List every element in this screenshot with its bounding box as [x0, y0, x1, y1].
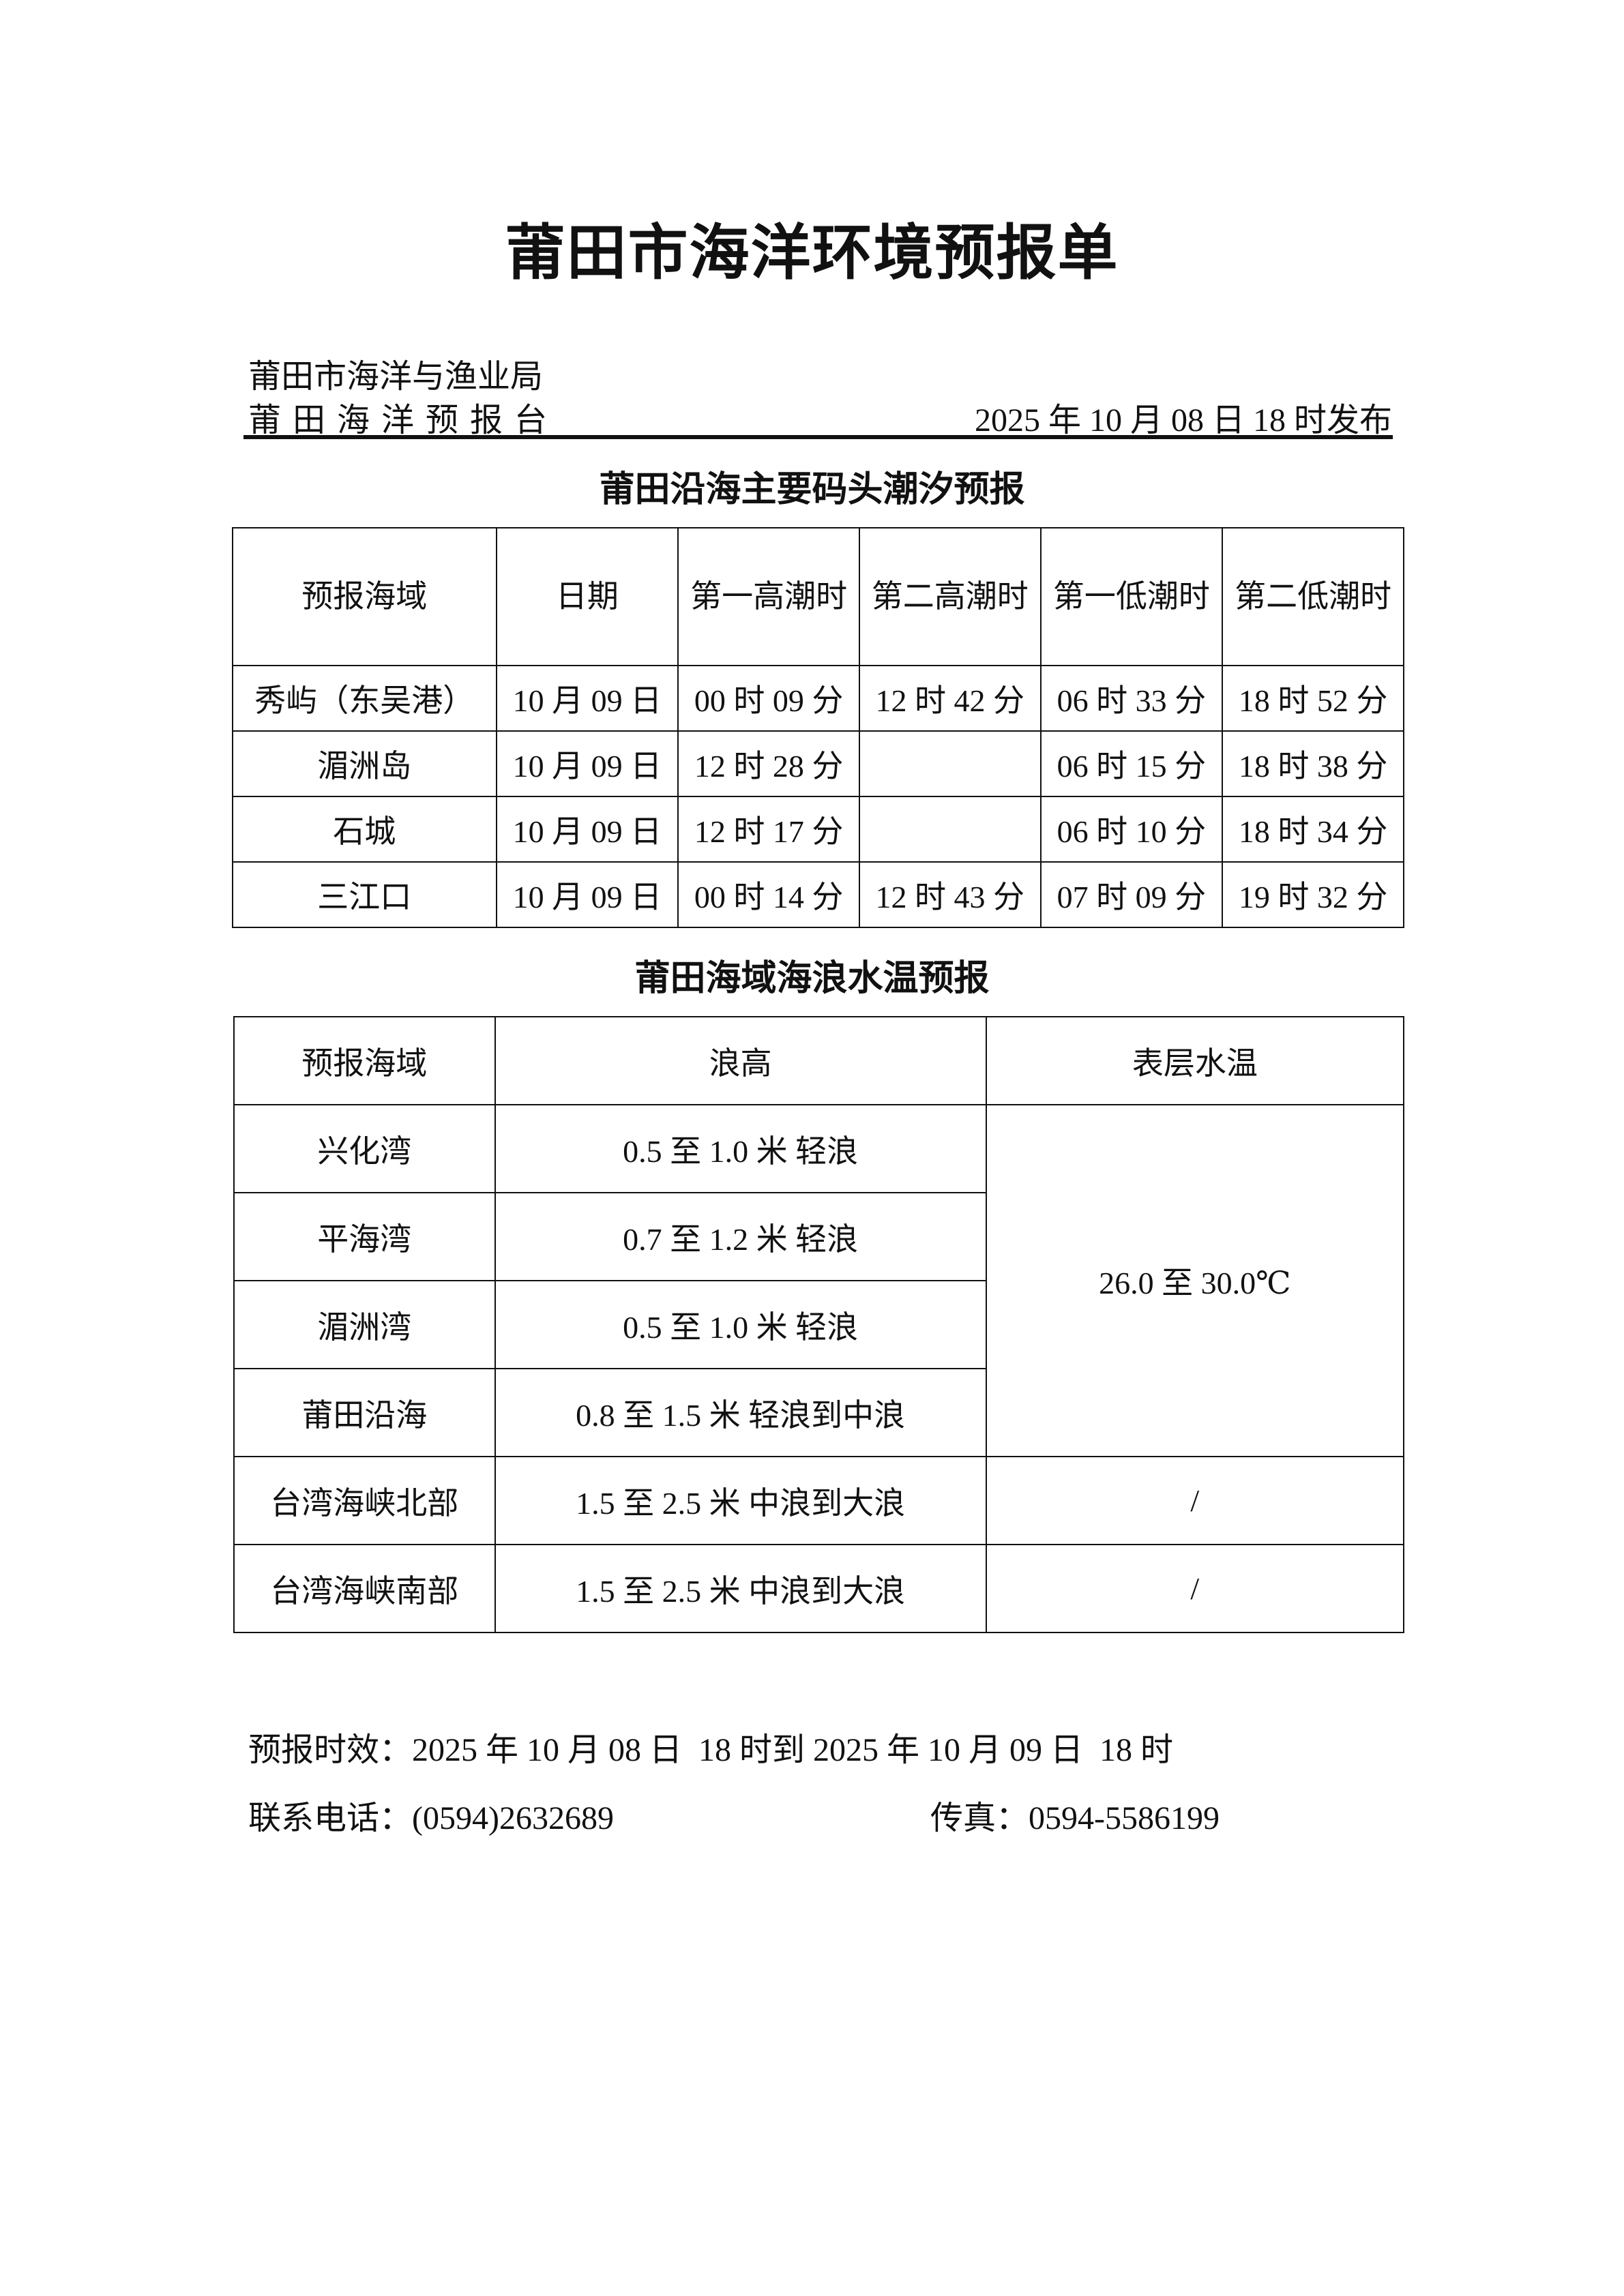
wave-table: 预报海域 浪高 表层水温 兴化湾 0.5 至 1.0 米 轻浪 26.0 至 3…	[233, 1016, 1405, 1633]
station-name: 莆田海洋预报台	[248, 402, 559, 438]
table-row: 平海湾 0.7 至 1.2 米 轻浪	[233, 1192, 1404, 1281]
forecast-validity: 预报时效：2025 年 10 月 08 日 18 时到 2025 年 10 月 …	[248, 1732, 1174, 1768]
column-header: 第一高潮时	[677, 527, 860, 666]
column-header: 预报海域	[233, 1016, 496, 1105]
table-cell: 兴化湾	[233, 1104, 496, 1193]
column-header: 第二低潮时	[1222, 527, 1404, 666]
table-cell: 00 时 14 分	[677, 861, 860, 928]
column-header: 第一低潮时	[1039, 527, 1224, 666]
table-cell: 1.5 至 2.5 米 中浪到大浪	[494, 1544, 987, 1633]
table-row: 湄洲湾 0.5 至 1.0 米 轻浪	[233, 1280, 1404, 1369]
table-cell: 10 月 09 日	[495, 796, 679, 863]
table-cell: 秀屿（东吴港）	[232, 665, 497, 732]
table-cell: 莆田沿海	[233, 1368, 496, 1457]
table-cell: 0.5 至 1.0 米 轻浪	[494, 1280, 987, 1369]
table-cell: /	[985, 1544, 1405, 1633]
table-cell: 12 时 43 分	[858, 861, 1042, 928]
table-cell: 06 时 10 分	[1039, 796, 1224, 863]
tide-title: 莆田沿海主要码头潮汐预报	[599, 471, 1025, 509]
table-cell: 19 时 32 分	[1222, 861, 1404, 928]
table-cell: 06 时 33 分	[1039, 665, 1224, 732]
table-cell: 平海湾	[233, 1192, 496, 1281]
table-cell: 台湾海峡南部	[233, 1544, 496, 1633]
table-cell: 石城	[232, 796, 497, 863]
table-row: 台湾海峡北部 1.5 至 2.5 米 中浪到大浪 /	[233, 1456, 1405, 1545]
table-cell: 湄洲岛	[232, 730, 497, 797]
table-row: 莆田沿海 0.8 至 1.5 米 轻浪到中浪	[233, 1368, 1404, 1457]
table-cell: 00 时 09 分	[677, 665, 860, 732]
table-cell: 18 时 38 分	[1222, 730, 1404, 797]
table-cell: 10 月 09 日	[495, 730, 679, 797]
table-cell: 三江口	[232, 861, 497, 928]
table-row: 兴化湾 0.5 至 1.0 米 轻浪 26.0 至 30.0℃	[233, 1104, 1405, 1457]
table-cell: 12 时 28 分	[677, 730, 860, 797]
table-cell: /	[985, 1456, 1405, 1545]
column-header: 第二高潮时	[858, 527, 1042, 666]
table-cell: 0.8 至 1.5 米 轻浪到中浪	[494, 1368, 987, 1457]
contact-phone: 联系电话：(0594)2632689	[248, 1800, 614, 1836]
table-row: 台湾海峡南部 1.5 至 2.5 米 中浪到大浪 /	[233, 1544, 1405, 1633]
table-cell: 10 月 09 日	[495, 665, 679, 732]
column-header: 预报海域	[232, 527, 497, 666]
header-rule	[243, 435, 1393, 439]
table-header-row: 预报海域 日期 第一高潮时 第二高潮时 第一低潮时 第二低潮时	[232, 527, 1404, 666]
water-temp-cell: 26.0 至 30.0℃	[985, 1104, 1405, 1457]
table-row: 秀屿（东吴港） 10 月 09 日 00 时 09 分 12 时 42 分 06 时 3…	[232, 665, 1404, 732]
table-cell: 1.5 至 2.5 米 中浪到大浪	[494, 1456, 987, 1545]
table-header-row: 预报海域 浪高 表层水温	[233, 1016, 1405, 1105]
column-header: 浪高	[494, 1016, 987, 1105]
page-title: 莆田市海洋环境预报单	[505, 221, 1119, 287]
org-name: 莆田市海洋与渔业局	[248, 359, 544, 395]
table-cell: 07 时 09 分	[1039, 861, 1224, 928]
table-cell	[858, 730, 1042, 797]
column-header: 日期	[495, 527, 679, 666]
table-row: 湄洲岛 10 月 09 日 12 时 28 分 06 时 15 分 18 时 38 分	[232, 730, 1404, 797]
table-cell: 0.5 至 1.0 米 轻浪	[494, 1104, 987, 1193]
issue-time: 2025 年 10 月 08 日 18 时发布	[974, 402, 1392, 438]
table-cell: 12 时 42 分	[858, 665, 1042, 732]
table-row: 石城 10 月 09 日 12 时 17 分 06 时 10 分 18 时 34 分	[232, 796, 1404, 863]
table-cell	[858, 796, 1042, 863]
table-cell: 18 时 52 分	[1222, 665, 1404, 732]
tide-table: 预报海域 日期 第一高潮时 第二高潮时 第一低潮时 第二低潮时 秀屿（东吴港） 1…	[232, 527, 1404, 928]
table-cell: 12 时 17 分	[677, 796, 860, 863]
table-cell: 湄洲湾	[233, 1280, 496, 1369]
table-cell: 10 月 09 日	[495, 861, 679, 928]
table-cell: 18 时 34 分	[1222, 796, 1404, 863]
contact-fax: 传真：0594-5586199	[930, 1800, 1220, 1836]
column-header: 表层水温	[985, 1016, 1405, 1105]
table-cell: 06 时 15 分	[1039, 730, 1224, 797]
wave-title: 莆田海域海浪水温预报	[634, 959, 990, 998]
table-cell: 台湾海峡北部	[233, 1456, 496, 1545]
table-cell: 0.7 至 1.2 米 轻浪	[494, 1192, 987, 1281]
